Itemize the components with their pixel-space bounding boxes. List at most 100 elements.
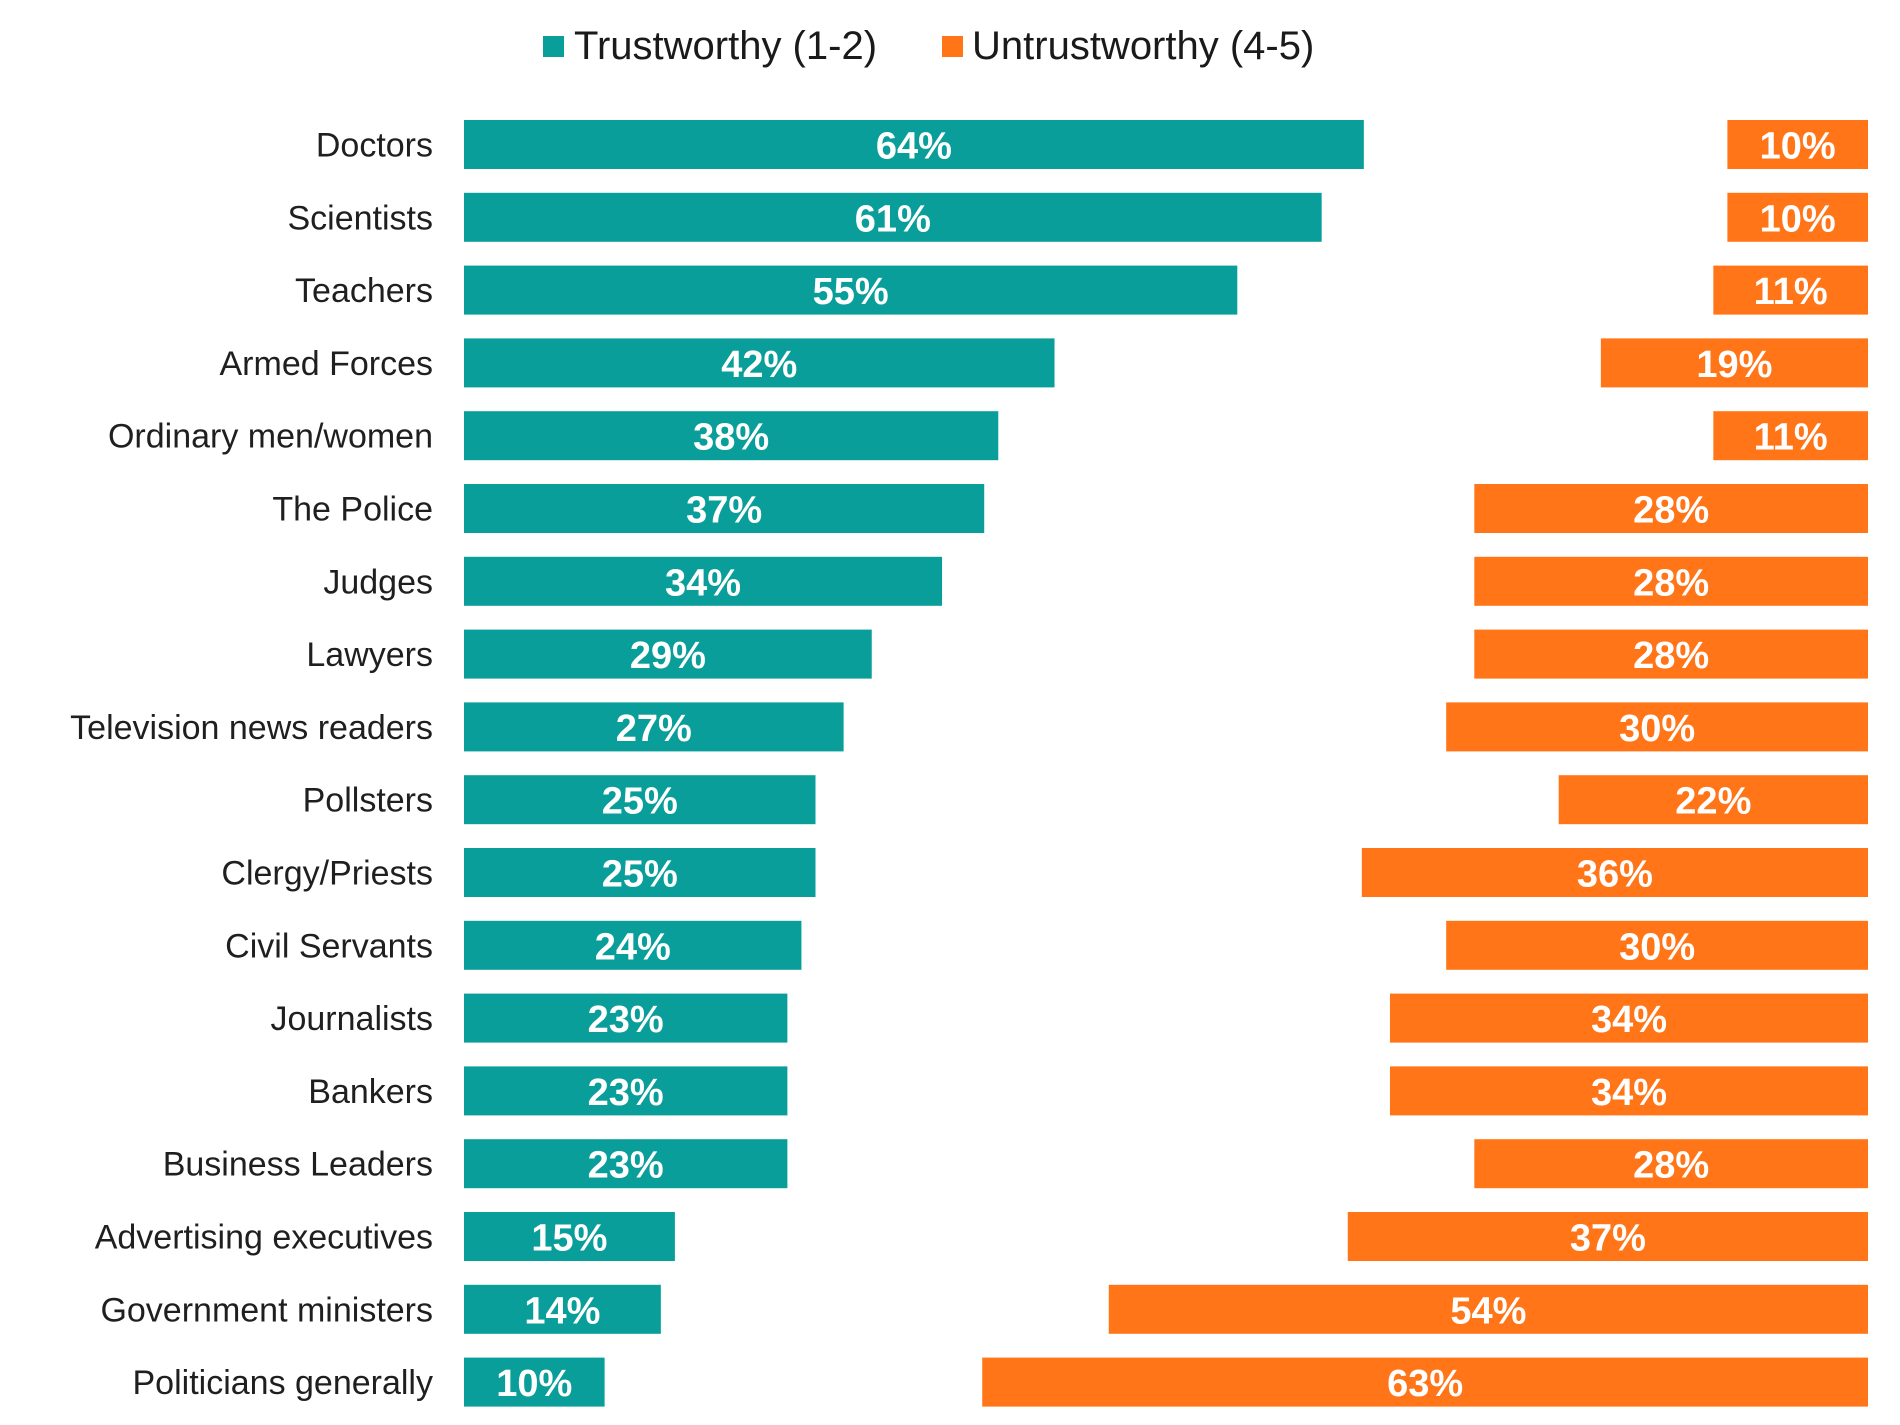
bar-untrustworthy — [1389, 1066, 1868, 1116]
value-label-untrustworthy: 10% — [1760, 198, 1836, 240]
value-label-untrustworthy: 11% — [1754, 417, 1828, 459]
bar-untrustworthy — [1108, 1284, 1868, 1334]
row-politicians-generally: Politicians generally 10% 63% — [133, 1357, 1868, 1407]
value-label-untrustworthy: 28% — [1633, 635, 1709, 677]
legend-label-untrustworthy: Untrustworthy (4-5) — [972, 24, 1314, 68]
legend-item-untrustworthy: Untrustworthy (4-5) — [942, 24, 1314, 68]
bar-untrustworthy — [1713, 411, 1868, 461]
bar-untrustworthy — [1474, 629, 1868, 679]
bar-trustworthy — [464, 1284, 661, 1334]
category-label: Advertising executives — [95, 1219, 433, 1257]
value-label-trustworthy: 23% — [588, 999, 664, 1041]
legend-swatch-untrustworthy — [942, 36, 963, 57]
legend: Trustworthy (1-2) Untrustworthy (4-5) — [543, 24, 1314, 68]
category-label: Politicians generally — [133, 1364, 434, 1402]
bar-untrustworthy — [1474, 1139, 1868, 1189]
category-label: Journalists — [270, 1000, 433, 1038]
row-advertising-executives: Advertising executives 15% 37% — [95, 1212, 1868, 1261]
category-label: Television news readers — [70, 709, 433, 747]
row-television-news-readers: Television news readers 27% 30% — [70, 702, 1868, 752]
value-label-trustworthy: 27% — [616, 708, 692, 750]
row-bankers: Bankers 23% 34% — [308, 1066, 1868, 1116]
row-pollsters: Pollsters 25% 22% — [303, 775, 1868, 825]
bar-trustworthy — [464, 1212, 675, 1261]
value-label-trustworthy: 29% — [630, 635, 706, 677]
bar-trustworthy — [464, 993, 788, 1043]
row-ordinary-men-women: Ordinary men/women 38% 11% — [108, 411, 1868, 461]
bar-untrustworthy — [1600, 338, 1868, 388]
row-clergy-priests: Clergy/Priests 25% 36% — [221, 848, 1868, 897]
bar-untrustworthy — [1727, 192, 1868, 242]
row-government-ministers: Government ministers 14% 54% — [100, 1284, 1868, 1334]
category-label: Doctors — [316, 127, 433, 165]
bar-untrustworthy — [1446, 920, 1868, 970]
bar-trustworthy — [464, 556, 943, 606]
category-label: Scientists — [288, 199, 434, 237]
bar-trustworthy — [464, 338, 1055, 388]
bar-trustworthy — [464, 265, 1238, 315]
bar-trustworthy — [464, 1066, 788, 1116]
row-the-police: The Police 37% 28% — [272, 484, 1868, 533]
category-label: Bankers — [308, 1073, 433, 1111]
value-label-trustworthy: 10% — [496, 1363, 572, 1405]
row-armed-forces: Armed Forces 42% 19% — [220, 338, 1868, 388]
value-label-untrustworthy: 30% — [1619, 926, 1695, 968]
row-judges: Judges 34% 28% — [323, 556, 1868, 606]
bar-untrustworthy — [1474, 484, 1868, 533]
value-label-untrustworthy: 22% — [1675, 781, 1751, 823]
value-label-trustworthy: 34% — [665, 562, 741, 604]
value-label-trustworthy: 24% — [595, 926, 671, 968]
category-label: Judges — [323, 563, 433, 601]
category-label: Teachers — [295, 272, 433, 310]
bar-untrustworthy — [1347, 1212, 1868, 1261]
value-label-trustworthy: 23% — [588, 1145, 664, 1187]
bar-trustworthy — [464, 848, 816, 897]
bar-untrustworthy — [1446, 702, 1868, 752]
value-label-untrustworthy: 30% — [1619, 708, 1695, 750]
value-label-trustworthy: 25% — [602, 854, 678, 896]
bar-trustworthy — [464, 629, 872, 679]
value-label-untrustworthy: 63% — [1387, 1363, 1463, 1405]
bar-trustworthy — [464, 702, 844, 752]
value-label-untrustworthy: 28% — [1633, 1145, 1709, 1187]
category-label: The Police — [272, 491, 433, 529]
bar-trustworthy — [464, 1139, 788, 1189]
value-label-untrustworthy: 10% — [1760, 126, 1836, 168]
legend-swatch-trustworthy — [543, 36, 564, 57]
bar-untrustworthy — [982, 1357, 1868, 1407]
value-label-trustworthy: 64% — [876, 126, 952, 168]
bar-trustworthy — [464, 411, 999, 461]
value-label-untrustworthy: 28% — [1633, 562, 1709, 604]
category-label: Business Leaders — [163, 1146, 433, 1184]
row-lawyers: Lawyers 29% 28% — [306, 629, 1868, 679]
row-scientists: Scientists 61% 10% — [288, 192, 1868, 242]
value-label-untrustworthy: 28% — [1633, 490, 1709, 532]
row-journalists: Journalists 23% 34% — [270, 993, 1868, 1043]
bar-untrustworthy — [1727, 120, 1868, 169]
category-label: Government ministers — [100, 1291, 433, 1329]
value-label-untrustworthy: 37% — [1570, 1218, 1646, 1260]
category-label: Civil Servants — [225, 927, 433, 965]
bar-untrustworthy — [1713, 265, 1868, 315]
value-label-trustworthy: 25% — [602, 781, 678, 823]
bar-untrustworthy — [1558, 775, 1868, 825]
bar-trustworthy — [464, 920, 802, 970]
value-label-trustworthy: 38% — [693, 417, 769, 459]
value-label-trustworthy: 15% — [531, 1218, 607, 1260]
value-label-trustworthy: 61% — [855, 198, 931, 240]
legend-item-trustworthy: Trustworthy (1-2) — [543, 24, 877, 68]
category-label: Lawyers — [306, 636, 433, 674]
bar-trustworthy — [464, 120, 1364, 169]
value-label-untrustworthy: 34% — [1591, 999, 1667, 1041]
value-label-trustworthy: 14% — [524, 1290, 600, 1332]
bar-trustworthy — [464, 775, 816, 825]
value-label-trustworthy: 23% — [588, 1072, 664, 1114]
category-label: Ordinary men/women — [108, 418, 433, 456]
category-label: Clergy/Priests — [221, 855, 433, 893]
value-label-untrustworthy: 34% — [1591, 1072, 1667, 1114]
value-label-untrustworthy: 11% — [1754, 271, 1828, 313]
bar-trustworthy — [464, 192, 1322, 242]
value-label-untrustworthy: 19% — [1696, 344, 1772, 386]
bar-untrustworthy — [1389, 993, 1868, 1043]
row-business-leaders: Business Leaders 23% 28% — [163, 1139, 1868, 1189]
